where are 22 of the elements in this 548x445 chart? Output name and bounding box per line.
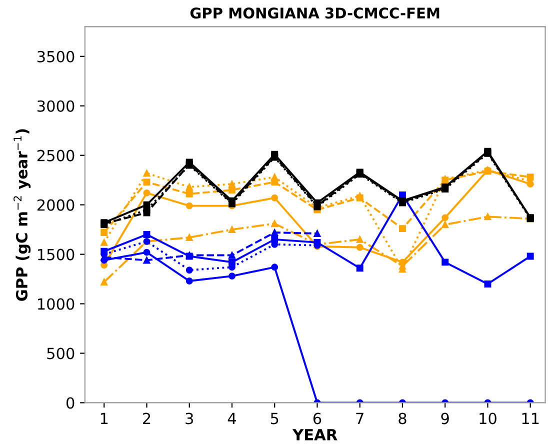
y-axis-title: GPP (gC m$^{−2}$ year$^{−1}$) [14, 129, 31, 301]
x-tick-label: 11 [522, 412, 539, 424]
y-tick-label: 2500 [37, 150, 74, 162]
x-tick-label: 3 [186, 412, 193, 424]
y-tick-label: 1500 [38, 248, 74, 260]
x-tick-label: 8 [398, 412, 406, 424]
x-tick-label: 10 [480, 412, 496, 424]
y-tick-label: 1000 [38, 298, 74, 310]
y-tick-label: 2000 [37, 199, 74, 211]
x-tick-label: 9 [441, 412, 449, 424]
y-tick-label: 3000 [38, 100, 74, 112]
chart-title: GPP MONGIANA 3D-CMCC-FEM [190, 8, 440, 19]
y-tick-label: 500 [47, 348, 74, 360]
x-axis-title: YEAR [292, 429, 338, 440]
y-tick-label: 3500 [38, 50, 74, 62]
x-tick-label: 5 [270, 412, 278, 424]
x-tick-label: 4 [228, 412, 236, 424]
x-tick-label: 7 [356, 412, 364, 424]
x-tick-label: 2 [143, 412, 150, 424]
x-tick-label: 1 [100, 412, 108, 424]
y-tick-label: 0 [66, 397, 74, 409]
x-tick-label: 6 [313, 412, 322, 424]
